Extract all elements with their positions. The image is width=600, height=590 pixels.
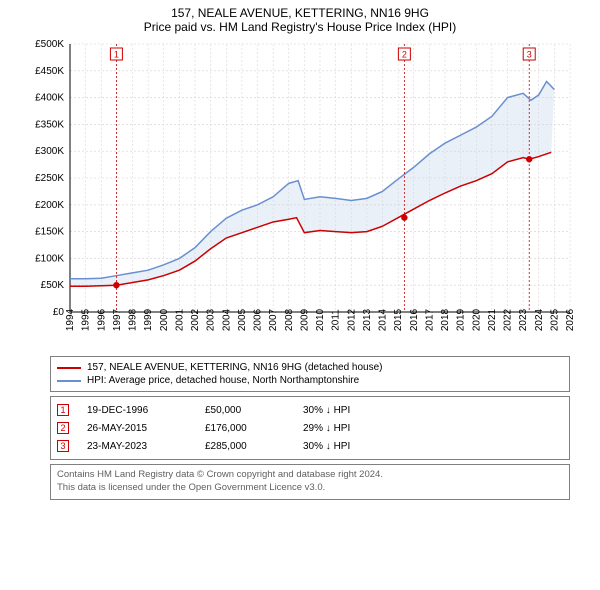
legend-swatch	[57, 380, 81, 382]
page-title: 157, NEALE AVENUE, KETTERING, NN16 9HG	[0, 0, 600, 20]
legend-label: HPI: Average price, detached house, Nort…	[87, 375, 359, 386]
svg-text:£300K: £300K	[35, 146, 64, 157]
footer-line: This data is licensed under the Open Gov…	[57, 482, 563, 495]
svg-text:£350K: £350K	[35, 119, 64, 130]
event-date: 19-DEC-1996	[87, 405, 187, 416]
legend-swatch	[57, 367, 81, 369]
event-price: £285,000	[205, 441, 285, 452]
svg-text:£200K: £200K	[35, 200, 64, 211]
legend-label: 157, NEALE AVENUE, KETTERING, NN16 9HG (…	[87, 362, 383, 373]
svg-text:2: 2	[402, 50, 407, 60]
event-marker-icon: 3	[57, 440, 69, 452]
event-row: 3 23-MAY-2023 £285,000 30% ↓ HPI	[57, 437, 563, 455]
legend-row: HPI: Average price, detached house, Nort…	[57, 374, 563, 387]
event-date: 26-MAY-2015	[87, 423, 187, 434]
events-table: 1 19-DEC-1996 £50,000 30% ↓ HPI 2 26-MAY-2015…	[50, 396, 570, 460]
svg-text:£50K: £50K	[41, 280, 65, 291]
svg-text:£500K: £500K	[35, 39, 64, 50]
svg-text:£250K: £250K	[35, 173, 64, 184]
footer-attribution: Contains HM Land Registry data © Crown c…	[50, 464, 570, 500]
event-delta: 29% ↓ HPI	[303, 423, 350, 434]
event-row: 1 19-DEC-1996 £50,000 30% ↓ HPI	[57, 401, 563, 419]
event-price: £50,000	[205, 405, 285, 416]
event-delta: 30% ↓ HPI	[303, 405, 350, 416]
footer-line: Contains HM Land Registry data © Crown c…	[57, 469, 563, 482]
event-delta: 30% ↓ HPI	[303, 441, 350, 452]
svg-text:£0: £0	[53, 307, 65, 318]
svg-text:£400K: £400K	[35, 93, 64, 104]
svg-text:1: 1	[114, 50, 119, 60]
svg-text:£450K: £450K	[35, 66, 64, 77]
event-marker-icon: 2	[57, 422, 69, 434]
svg-text:£100K: £100K	[35, 253, 64, 264]
event-date: 23-MAY-2023	[87, 441, 187, 452]
event-price: £176,000	[205, 423, 285, 434]
svg-text:3: 3	[527, 50, 532, 60]
price-chart: £0 £50K £100K £150K £200K £250K £300K £350K £400…	[22, 38, 578, 348]
event-marker-icon: 1	[57, 404, 69, 416]
page-subtitle: Price paid vs. HM Land Registry's House …	[0, 20, 600, 38]
legend-row: 157, NEALE AVENUE, KETTERING, NN16 9HG (…	[57, 361, 563, 374]
event-row: 2 26-MAY-2015 £176,000 29% ↓ HPI	[57, 419, 563, 437]
legend: 157, NEALE AVENUE, KETTERING, NN16 9HG (…	[50, 356, 570, 392]
svg-text:£150K: £150K	[35, 227, 64, 238]
